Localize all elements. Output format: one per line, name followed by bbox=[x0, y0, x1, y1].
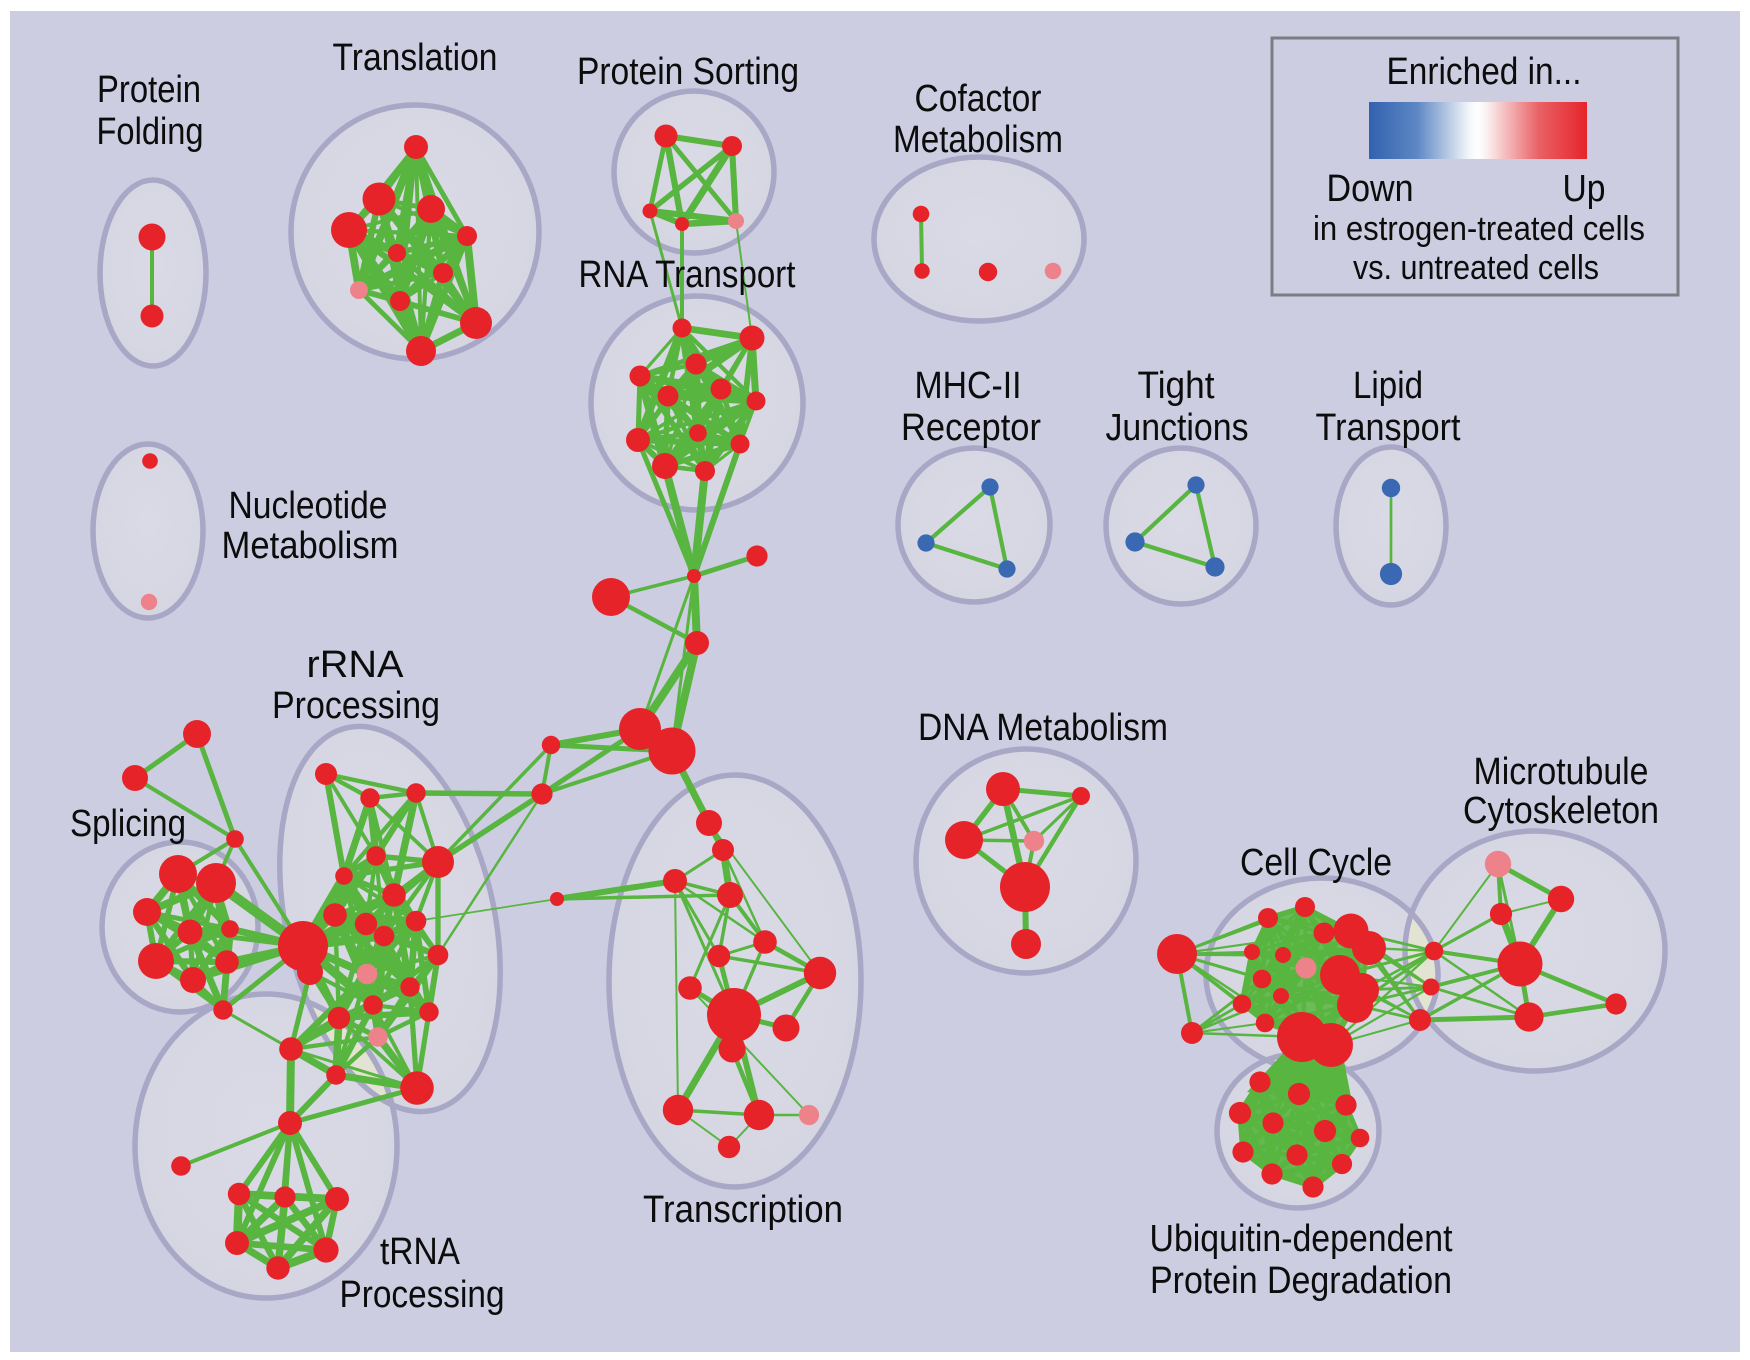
svg-text:Nucleotide: Nucleotide bbox=[229, 485, 388, 527]
svg-text:RNA Transport: RNA Transport bbox=[579, 254, 796, 296]
svg-text:Transcription: Transcription bbox=[643, 1189, 843, 1231]
svg-text:Splicing: Splicing bbox=[70, 803, 186, 845]
svg-text:Up: Up bbox=[1563, 168, 1606, 210]
svg-text:Processing: Processing bbox=[340, 1274, 505, 1316]
svg-text:rRNA: rRNA bbox=[307, 644, 405, 686]
svg-text:Metabolism: Metabolism bbox=[222, 525, 399, 567]
svg-text:Enriched in...: Enriched in... bbox=[1387, 51, 1582, 93]
svg-text:Metabolism: Metabolism bbox=[893, 119, 1063, 161]
svg-text:vs. untreated cells: vs. untreated cells bbox=[1353, 249, 1599, 287]
svg-text:Ubiquitin-dependent: Ubiquitin-dependent bbox=[1150, 1218, 1453, 1260]
svg-text:Receptor: Receptor bbox=[901, 407, 1041, 449]
svg-text:Down: Down bbox=[1327, 168, 1414, 210]
svg-text:DNA Metabolism: DNA Metabolism bbox=[918, 707, 1168, 749]
svg-text:Tight: Tight bbox=[1138, 365, 1215, 407]
svg-text:in estrogen-treated cells: in estrogen-treated cells bbox=[1313, 210, 1645, 248]
svg-text:tRNA: tRNA bbox=[380, 1231, 461, 1273]
svg-text:Cell Cycle: Cell Cycle bbox=[1240, 842, 1392, 884]
svg-text:Protein: Protein bbox=[97, 69, 201, 111]
svg-text:Microtubule: Microtubule bbox=[1474, 751, 1649, 793]
svg-text:Processing: Processing bbox=[272, 685, 440, 727]
svg-text:Lipid: Lipid bbox=[1353, 365, 1423, 407]
svg-text:Cofactor: Cofactor bbox=[915, 78, 1042, 120]
svg-text:Translation: Translation bbox=[333, 37, 498, 79]
svg-text:MHC-II: MHC-II bbox=[915, 365, 1022, 407]
svg-text:Junctions: Junctions bbox=[1106, 407, 1249, 449]
svg-text:Transport: Transport bbox=[1316, 407, 1461, 449]
svg-text:Protein Sorting: Protein Sorting bbox=[577, 51, 799, 93]
svg-text:Protein Degradation: Protein Degradation bbox=[1150, 1260, 1452, 1302]
svg-text:Folding: Folding bbox=[97, 111, 204, 153]
svg-text:Cytoskeleton: Cytoskeleton bbox=[1463, 790, 1659, 832]
